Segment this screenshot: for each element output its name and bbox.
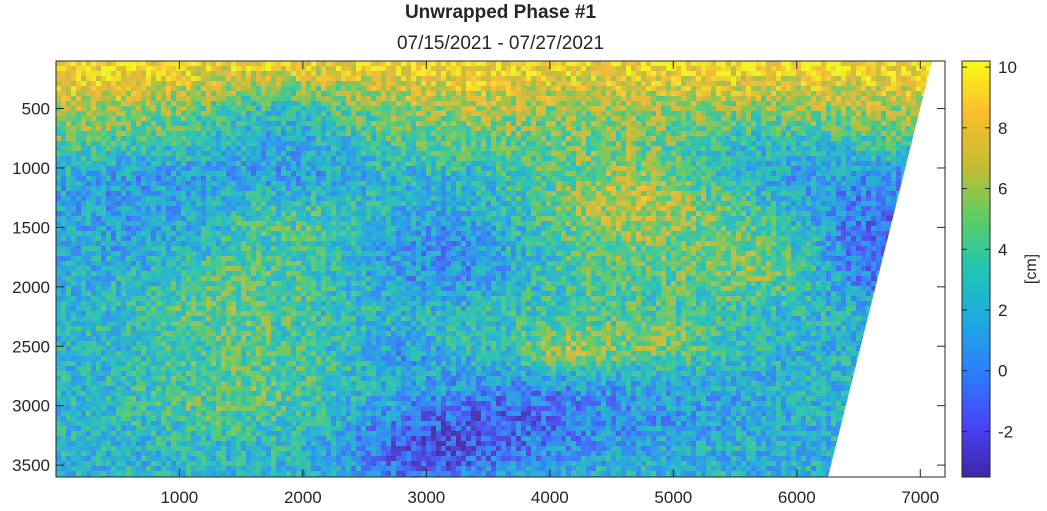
y-tick-label: 2500 (12, 337, 50, 356)
colorbar-tick-label: 4 (998, 240, 1007, 259)
colorbar-tick-label: 2 (998, 301, 1007, 320)
colorbar-tick-label: 10 (998, 58, 1017, 77)
plot-frame (55, 60, 946, 478)
colorbar-axis: -2 0 2 4 6 8 10 (962, 58, 1017, 441)
x-tick-label: 4000 (531, 488, 569, 507)
colorbar-tick-label: 8 (998, 119, 1007, 138)
y-tick-label: 1000 (12, 159, 50, 178)
colorbar-label: [cm] (1023, 254, 1040, 284)
y-tick-label: 500 (22, 100, 50, 119)
x-tick-label: 1000 (160, 488, 198, 507)
x-tick-label: 6000 (778, 488, 816, 507)
chart-title: Unwrapped Phase #1 (404, 2, 597, 23)
phase-field (56, 61, 932, 477)
y-tick-label: 3000 (12, 397, 50, 416)
x-tick-label: 2000 (284, 488, 322, 507)
y-tick-label: 2000 (12, 278, 50, 297)
x-tick-label: 5000 (654, 488, 692, 507)
x-tick-label: 3000 (407, 488, 445, 507)
colorbar-tick-label: -2 (998, 422, 1013, 441)
colorbar-tick-label: 0 (998, 362, 1007, 381)
x-tick-label: 7000 (901, 488, 939, 507)
y-tick-label: 3500 (12, 456, 50, 475)
y-tick-label: 1500 (12, 218, 50, 237)
colorbar-tick-label: 6 (998, 180, 1007, 199)
x-axis: 1000 2000 3000 4000 5000 6000 7000 (160, 61, 939, 507)
y-axis: 500 1000 1500 2000 2500 3000 3500 (12, 100, 945, 475)
chart-subtitle: 07/15/2021 - 07/27/2021 (396, 33, 605, 54)
colorbar (961, 60, 991, 478)
